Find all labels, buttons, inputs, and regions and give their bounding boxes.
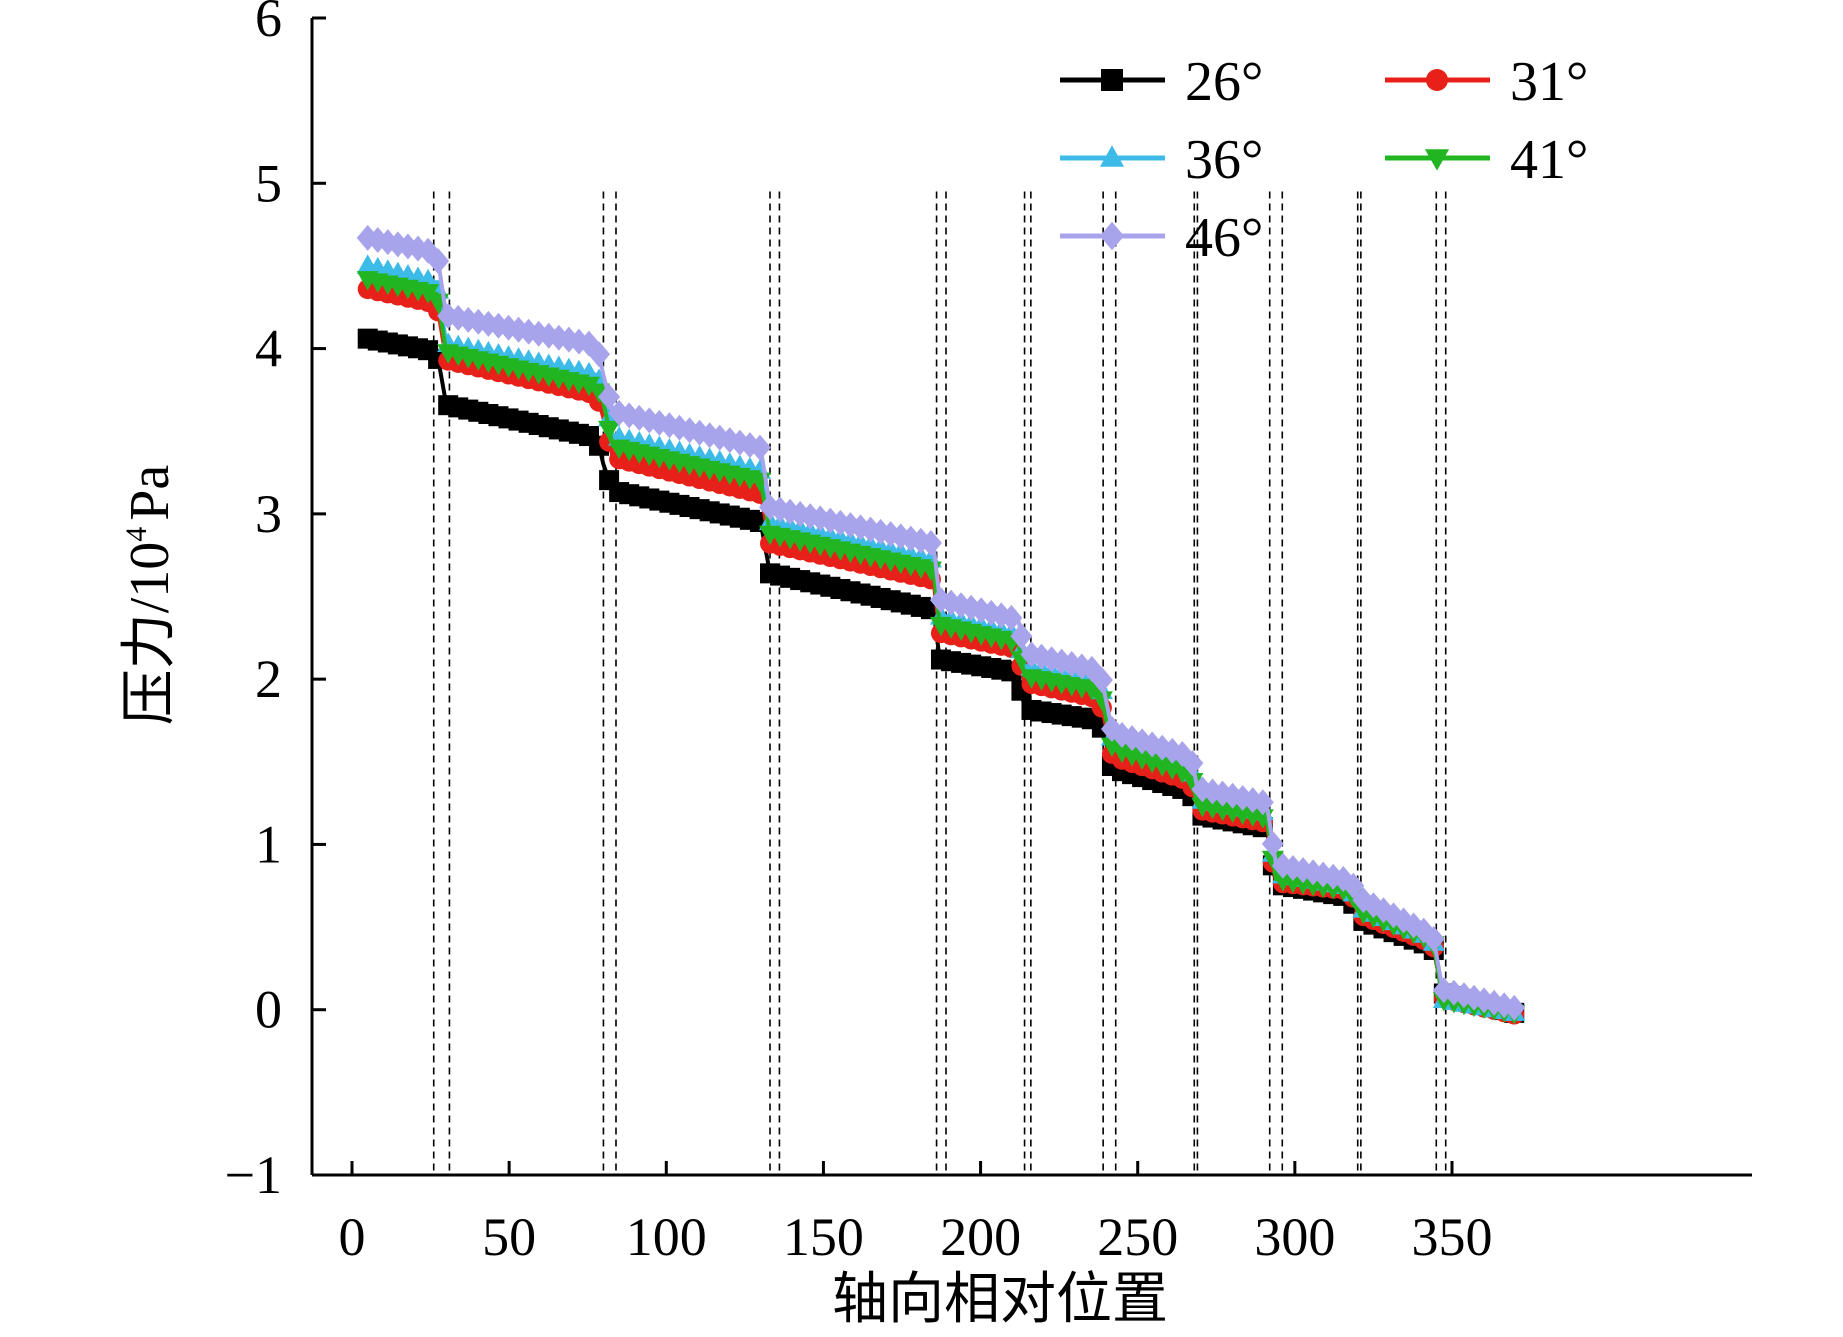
legend-marker bbox=[1099, 145, 1125, 167]
x-tick-label: 300 bbox=[1254, 1207, 1335, 1267]
legend-marker bbox=[1099, 221, 1125, 251]
legend-entry: 46° bbox=[1060, 207, 1263, 269]
series-point bbox=[427, 248, 450, 275]
series-point bbox=[1090, 667, 1113, 694]
series-point bbox=[1010, 623, 1033, 650]
y-tick-label: −1 bbox=[225, 1145, 282, 1205]
legend-marker bbox=[1101, 69, 1123, 91]
x-tick-label: 50 bbox=[482, 1207, 536, 1267]
legend-marker bbox=[1424, 149, 1450, 171]
series-line bbox=[367, 336, 1516, 1015]
series-26° bbox=[357, 328, 1525, 1023]
series-point bbox=[1261, 850, 1284, 871]
legend-label: 26° bbox=[1185, 51, 1263, 113]
series-point bbox=[598, 420, 621, 441]
series-point bbox=[1090, 691, 1113, 711]
legend-label: 41° bbox=[1510, 129, 1588, 191]
series-point bbox=[577, 376, 600, 397]
y-tick-label: 5 bbox=[255, 153, 282, 213]
series-point bbox=[1181, 772, 1204, 793]
series-point bbox=[1181, 750, 1204, 777]
series-point bbox=[748, 434, 771, 461]
y-tick-label: 4 bbox=[255, 319, 282, 379]
svg-text:压力/104Pa: 压力/104 Pa bbox=[119, 465, 181, 726]
x-tick-label: 250 bbox=[1097, 1207, 1178, 1267]
y-tick-label: 2 bbox=[255, 649, 282, 709]
legend-label: 36° bbox=[1185, 129, 1263, 191]
x-tick-label: 100 bbox=[626, 1207, 707, 1267]
y-axis-title-base: 压力/10 bbox=[119, 542, 181, 726]
x-tick-label: 200 bbox=[940, 1207, 1021, 1267]
y-tick-label: 6 bbox=[255, 0, 282, 48]
y-tick-label: 3 bbox=[255, 484, 282, 544]
y-axis-title: 压力/104 Pa bbox=[119, 465, 181, 726]
series-point bbox=[598, 383, 621, 410]
y-tick-label: 1 bbox=[255, 814, 282, 874]
series-point bbox=[588, 341, 611, 368]
series-point bbox=[1000, 604, 1023, 631]
x-tick-label: 0 bbox=[339, 1207, 366, 1267]
legend-entry: 26° bbox=[1060, 51, 1263, 113]
x-axis-title: 轴向相对位置 bbox=[832, 1269, 1168, 1331]
legend-entry: 31° bbox=[1385, 51, 1588, 113]
series-point bbox=[407, 235, 429, 262]
x-tick-label: 350 bbox=[1412, 1207, 1493, 1267]
legend-entry: 41° bbox=[1385, 129, 1588, 191]
series-point bbox=[1503, 994, 1526, 1021]
series-point bbox=[588, 383, 611, 404]
series-point bbox=[1261, 830, 1284, 857]
legend-label: 46° bbox=[1185, 207, 1263, 269]
stage-boundary-lines bbox=[432, 191, 1447, 1175]
legend: 26° 31° 36° 41° 46° bbox=[1060, 51, 1588, 269]
series-46° bbox=[356, 224, 1526, 1021]
series-point bbox=[919, 530, 942, 557]
x-tick-label: 150 bbox=[783, 1207, 864, 1267]
legend-entry: 36° bbox=[1060, 129, 1263, 191]
series-point bbox=[1422, 925, 1445, 952]
series-point bbox=[1251, 789, 1274, 816]
y-tick-label: 0 bbox=[255, 980, 282, 1040]
y-axis-title-exponent: 4 bbox=[120, 527, 153, 542]
legend-marker bbox=[1426, 69, 1448, 91]
ticks: 0 50 100 150 200 250 300 350 −1 0 1 2 3 4 5 6 bbox=[225, 0, 1493, 1267]
series-point bbox=[1342, 872, 1365, 899]
series-layer bbox=[356, 224, 1526, 1025]
legend-label: 31° bbox=[1510, 51, 1588, 113]
y-axis-title-unit: Pa bbox=[119, 465, 181, 521]
axes bbox=[310, 18, 1752, 1177]
